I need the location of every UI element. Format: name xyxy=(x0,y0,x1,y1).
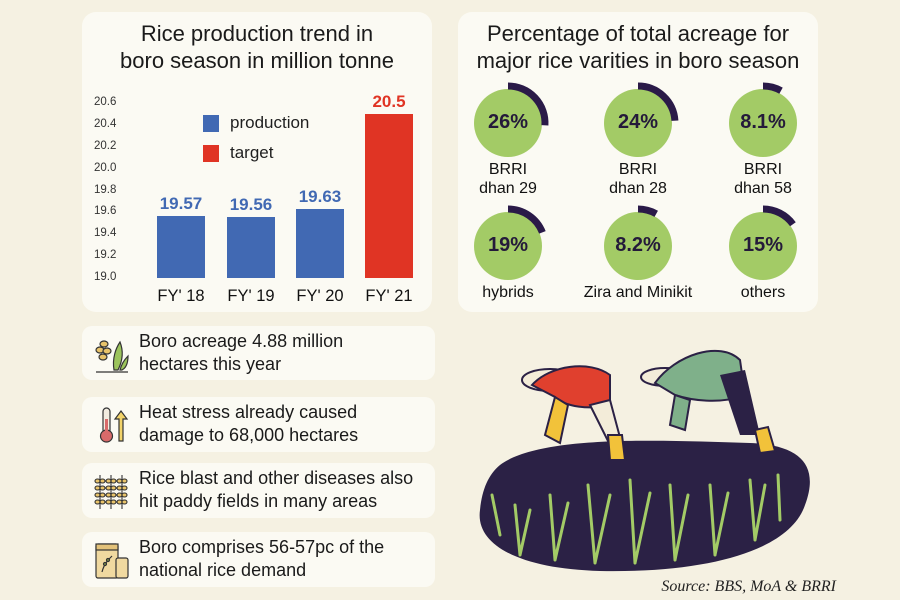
fact-line: national rice demand xyxy=(139,560,307,580)
fact-line: Heat stress already caused xyxy=(139,402,358,422)
bar-fy21 xyxy=(365,113,413,278)
fact-line: hit paddy fields in many areas xyxy=(139,491,378,511)
varieties-title: Percentage of total acreage for major ri… xyxy=(458,20,818,74)
rice-sack-icon xyxy=(95,543,129,579)
variety-label-line: dhan 28 xyxy=(609,180,667,197)
bar-data-label: 20.5 xyxy=(372,91,406,111)
ring-arc xyxy=(762,82,783,94)
fact-text: Rice blast and other diseases also hit p… xyxy=(139,467,413,513)
bar-data-label: 19.57 xyxy=(159,193,203,213)
legend-label-production: production xyxy=(230,113,310,132)
fact-heat-stress: Heat stress already caused damage to 68,… xyxy=(82,397,435,452)
fact-line: Rice blast and other diseases also xyxy=(139,468,414,488)
variety-label: BRRI dhan 29 xyxy=(443,160,573,198)
y-tick-label: 19.8 xyxy=(94,183,117,196)
y-tick-label: 19.4 xyxy=(94,227,117,240)
variety-label-line: BRRI xyxy=(743,161,783,178)
variety-label: others xyxy=(698,283,828,302)
x-tick-label: FY' 18 xyxy=(157,287,205,305)
y-tick-label: 20.2 xyxy=(94,139,117,152)
variety-label-line: BRRI xyxy=(488,161,528,178)
fact-line: Boro comprises 56-57pc of the xyxy=(139,537,385,557)
wheat-stalks-icon xyxy=(94,475,128,509)
variety-label-line: BRRI xyxy=(618,161,658,178)
variety-label: BRRI dhan 58 xyxy=(698,160,828,198)
ring-arc xyxy=(507,82,549,126)
variety-ring xyxy=(604,205,672,280)
fact-text: Boro comprises 56-57pc of the national r… xyxy=(139,536,384,582)
rice-plant-icon xyxy=(95,340,129,373)
variety-ring xyxy=(474,205,546,280)
ring-fill xyxy=(604,212,672,280)
thermometer-icon xyxy=(99,407,129,443)
legend-swatch-target xyxy=(203,145,219,162)
legend-swatch-production xyxy=(203,115,219,132)
variety-label-line: Zira and Minikit xyxy=(583,284,693,301)
variety-label-line: hybrids xyxy=(482,284,534,301)
bar-fy20 xyxy=(296,209,344,278)
variety-percent: 8.1% xyxy=(740,111,786,133)
fact-line: Boro acreage 4.88 million xyxy=(139,331,344,351)
legend-label-target: target xyxy=(230,143,274,162)
y-tick-label: 19.0 xyxy=(94,271,117,283)
x-tick-label: FY' 20 xyxy=(296,287,344,305)
ring-arc xyxy=(637,205,658,217)
fact-demand: Boro comprises 56-57pc of the national r… xyxy=(82,532,435,587)
y-tick-label: 20.6 xyxy=(94,96,117,108)
fact-text: Boro acreage 4.88 million hectares this … xyxy=(139,330,343,376)
bar-data-label: 19.56 xyxy=(229,194,273,214)
variety-percent: 15% xyxy=(742,234,784,256)
bar-fy19 xyxy=(227,216,275,278)
fact-line: hectares this year xyxy=(139,354,282,374)
y-tick-label: 20.0 xyxy=(94,161,117,174)
variety-percent: 26% xyxy=(487,111,529,133)
chart-title-line: boro season in million tonne xyxy=(120,48,394,73)
chart-title: Rice production trend in boro season in … xyxy=(82,20,432,74)
x-tick-label: FY' 21 xyxy=(365,287,413,305)
variety-percent: 24% xyxy=(617,111,659,133)
variety-percent: 8.2% xyxy=(615,234,661,256)
farmers-planting-illustration xyxy=(479,350,810,572)
y-tick-label: 19.6 xyxy=(94,205,117,218)
ring-fill xyxy=(474,212,542,280)
source-note: Source: BBS, MoA & BRRI xyxy=(661,578,836,595)
ring-arc xyxy=(762,205,796,227)
ring-fill xyxy=(729,212,797,280)
variety-ring xyxy=(729,205,797,280)
ring-arc xyxy=(637,82,679,122)
variety-ring xyxy=(604,82,679,157)
bar-data-label: 19.63 xyxy=(298,187,342,207)
variety-ring xyxy=(729,82,797,157)
fact-line: damage to 68,000 hectares xyxy=(139,425,359,445)
variety-label-line: others xyxy=(740,284,786,301)
ring-fill xyxy=(729,89,797,157)
fact-text: Heat stress already caused damage to 68,… xyxy=(139,401,358,447)
ring-fill xyxy=(604,89,672,157)
ring-arc xyxy=(507,205,546,234)
variety-label-line: dhan 29 xyxy=(479,180,537,197)
variety-percent: 19% xyxy=(487,234,529,256)
variety-label: hybrids xyxy=(443,283,573,302)
y-tick-label: 19.2 xyxy=(94,249,117,262)
variety-label: BRRI dhan 28 xyxy=(573,160,703,198)
ring-fill xyxy=(474,89,542,157)
bar-fy18 xyxy=(157,215,205,278)
varieties-title-line: Percentage of total acreage for xyxy=(486,21,790,46)
x-tick-label: FY' 19 xyxy=(227,287,275,305)
fact-acreage: Boro acreage 4.88 million hectares this … xyxy=(82,326,435,380)
y-tick-label: 20.4 xyxy=(94,117,117,130)
variety-label-line: dhan 58 xyxy=(734,180,792,197)
fact-rice-blast: Rice blast and other diseases also hit p… xyxy=(82,463,435,518)
variety-ring xyxy=(474,82,549,157)
variety-label: Zira and Minikit xyxy=(573,283,703,302)
chart-title-line: Rice production trend in xyxy=(140,21,374,46)
varieties-title-line: major rice varities in boro season xyxy=(476,48,800,73)
